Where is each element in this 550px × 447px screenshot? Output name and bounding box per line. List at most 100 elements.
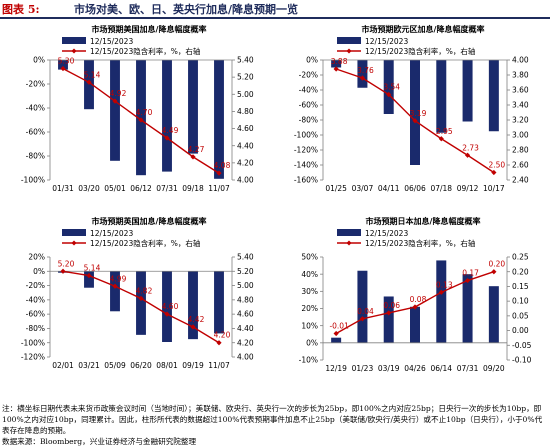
y-right-tick-label: 0.00 xyxy=(512,326,529,335)
chart-japan: 市场预期日本加息/降息幅度概率 12/15/202312/15/2023隐含利率，… xyxy=(299,216,532,373)
legend-line-label: 12/15/2023隐含利率，%，右轴 xyxy=(365,238,475,248)
implied-rate-point xyxy=(112,98,118,104)
implied-rate-point xyxy=(438,136,444,142)
data-label: 0.04 xyxy=(357,307,374,316)
data-label: 2.73 xyxy=(462,143,479,152)
x-tick-label: 01/23 xyxy=(352,364,374,373)
y-right-tick-label: 4.60 xyxy=(237,310,254,319)
x-tick-label: 06/06 xyxy=(404,184,426,193)
y-left-tick-label: -100% xyxy=(21,338,45,347)
data-label: 4.92 xyxy=(110,89,127,98)
y-right-tick-label: 5.40 xyxy=(237,253,254,262)
data-label: 0.06 xyxy=(383,301,400,310)
y-left-tick-label: 40% xyxy=(301,270,318,279)
y-right-tick-label: 4.60 xyxy=(237,124,254,133)
x-tick-label: 02/01 xyxy=(52,361,74,370)
x-tick-label: 06/20 xyxy=(130,361,152,370)
legend-bar-label: 12/15/2023 xyxy=(90,229,133,238)
y-right-tick-label: 4.40 xyxy=(237,141,254,150)
y-right-tick-label: 4.40 xyxy=(237,324,254,333)
y-left-tick-label: -80% xyxy=(26,152,45,161)
y-right-tick-label: 4.80 xyxy=(237,295,254,304)
bar xyxy=(214,271,224,334)
y-left-tick-label: -60% xyxy=(299,101,318,110)
data-label: 5.20 xyxy=(58,259,75,268)
y-right-tick-label: 0.20 xyxy=(512,267,529,276)
data-label: 0.13 xyxy=(436,280,453,289)
chart-eurozone: 市场预期欧元区加息/降息幅度概率 12/15/202312/15/2023隐含利率… xyxy=(294,24,529,193)
implied-rate-point xyxy=(86,79,92,85)
legend-line-marker xyxy=(346,48,352,54)
legend-bar-swatch xyxy=(62,37,86,44)
legend-bar-swatch xyxy=(337,37,361,44)
legend-line-marker xyxy=(71,48,77,54)
legend-line-label: 12/15/2023隐含利率，%，右轴 xyxy=(90,46,200,56)
y-right-tick-label: 3.00 xyxy=(512,131,529,140)
legend-bar-label: 12/15/2023 xyxy=(90,37,133,46)
y-right-tick-label: 2.60 xyxy=(512,161,529,170)
bar xyxy=(462,60,473,122)
implied-rate-point xyxy=(138,117,144,123)
legend-line-label: 12/15/2023隐含利率，%，右轴 xyxy=(365,46,475,56)
x-tick-label: 04/11 xyxy=(378,184,400,193)
y-left-tick-label: -40% xyxy=(26,295,45,304)
y-left-tick-label: 0% xyxy=(33,267,45,276)
legend-bar-label: 12/15/2023 xyxy=(365,37,408,46)
x-tick-label: 12/19 xyxy=(325,364,347,373)
data-label: 4.70 xyxy=(136,108,153,117)
y-left-tick-label: -100% xyxy=(294,131,318,140)
y-right-tick-label: 4.00 xyxy=(512,56,529,65)
data-label: 4.49 xyxy=(162,126,179,135)
x-tick-label: 03/21 xyxy=(78,361,100,370)
bar xyxy=(436,60,447,133)
x-tick-label: 07/31 xyxy=(156,184,178,193)
data-label: 4.08 xyxy=(214,161,231,170)
data-label: 4.60 xyxy=(162,302,179,311)
bar xyxy=(410,60,420,165)
bar xyxy=(188,60,198,154)
data-label: 3.54 xyxy=(383,83,400,92)
bar xyxy=(410,306,420,343)
data-label: 5.30 xyxy=(58,57,75,66)
y-left-tick-label: 0% xyxy=(306,56,318,65)
y-left-tick-label: -60% xyxy=(26,310,45,319)
y-left-tick-label: 10% xyxy=(301,321,318,330)
data-label: 2.50 xyxy=(489,161,506,170)
bar xyxy=(357,60,368,88)
y-right-tick-label: -0.10 xyxy=(512,356,532,365)
y-left-tick-label: -120% xyxy=(294,146,318,155)
y-right-tick-label: 3.20 xyxy=(512,116,529,125)
implied-rate-point xyxy=(216,340,222,346)
y-left-tick-label: -60% xyxy=(26,128,45,137)
bar xyxy=(162,271,172,342)
y-left-tick-label: 0% xyxy=(33,56,45,65)
y-right-tick-label: -0.05 xyxy=(512,341,532,350)
y-left-tick-label: -20% xyxy=(299,71,318,80)
y-left-tick-label: -100% xyxy=(21,176,45,185)
x-tick-label: 01/25 xyxy=(325,184,347,193)
bar xyxy=(331,60,342,68)
data-label: 4.20 xyxy=(214,331,231,340)
y-left-tick-label: -40% xyxy=(26,104,45,113)
y-right-tick-label: 4.80 xyxy=(237,107,254,116)
y-right-tick-label: 4.00 xyxy=(237,176,254,185)
implied-rate-point xyxy=(164,135,170,141)
bar xyxy=(383,60,394,114)
y-right-tick-label: 5.20 xyxy=(237,73,254,82)
x-tick-label: 05/09 xyxy=(104,361,126,370)
x-tick-label: 04/26 xyxy=(404,364,426,373)
y-right-tick-label: 3.60 xyxy=(512,86,529,95)
y-right-tick-label: 2.80 xyxy=(512,146,529,155)
x-tick-label: 01/31 xyxy=(52,184,74,193)
x-tick-label: 11/07 xyxy=(208,184,230,193)
chart-title: 市场预期欧元区加息/降息幅度概率 xyxy=(362,24,485,34)
bar xyxy=(383,296,394,343)
x-tick-label: 09/18 xyxy=(182,184,204,193)
bar xyxy=(58,60,68,70)
y-left-tick-label: 20% xyxy=(301,304,318,313)
y-left-tick-label: -20% xyxy=(26,281,45,290)
y-right-tick-label: 4.00 xyxy=(237,353,254,362)
implied-rate-point xyxy=(216,170,222,176)
y-right-tick-label: 3.80 xyxy=(512,71,529,80)
y-right-tick-label: 3.40 xyxy=(512,101,529,110)
